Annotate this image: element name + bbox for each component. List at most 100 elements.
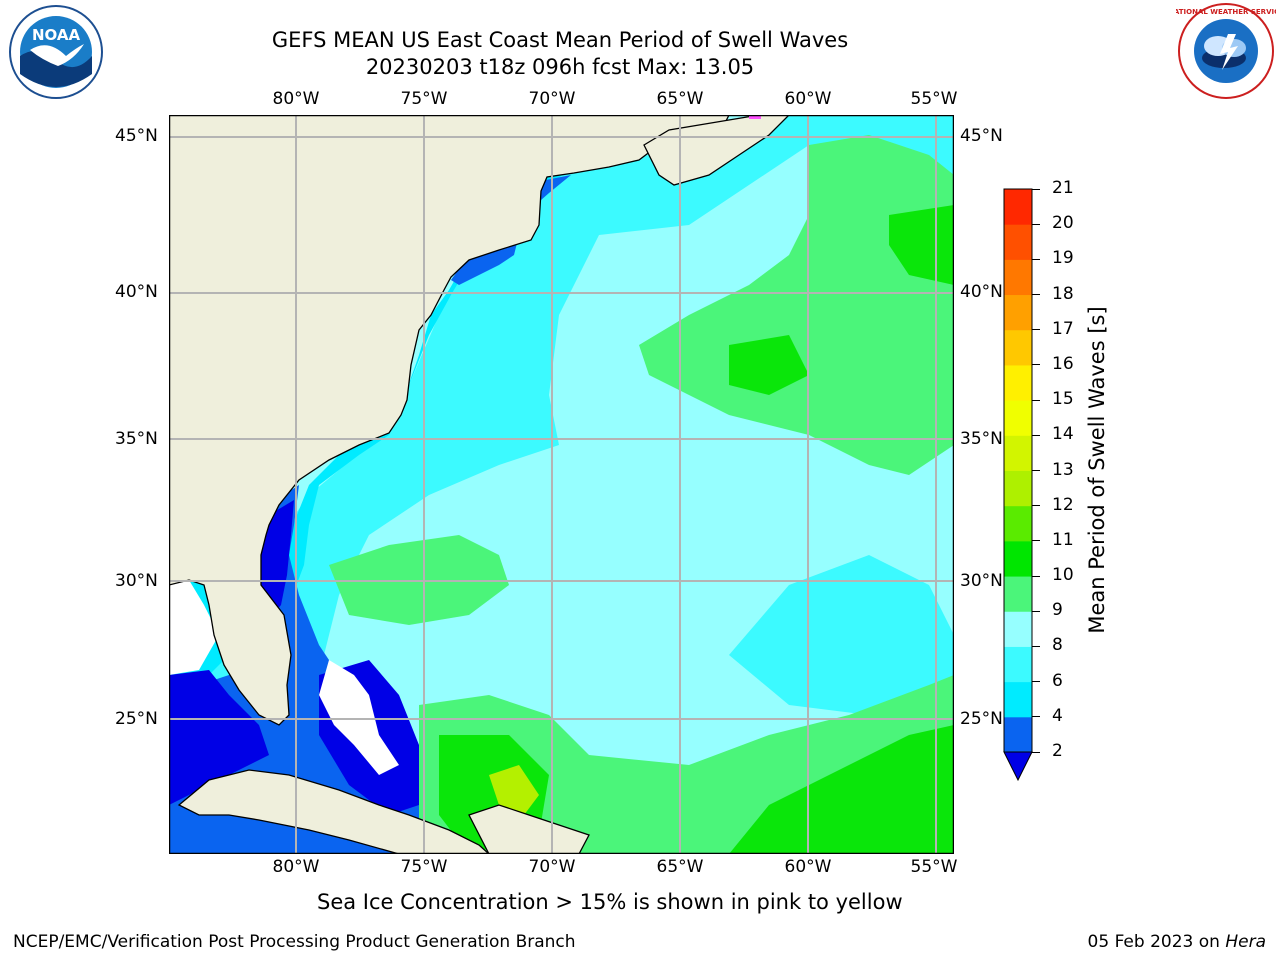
sea-ice-white-gulf xyxy=(169,580,219,675)
colorbar-tick-label: 15 xyxy=(1052,389,1074,410)
ocean-green-bright-mid xyxy=(729,335,809,395)
nws-logo: NATIONAL WEATHER SERVICE xyxy=(1168,2,1280,100)
footer-branch: NCEP/EMC/Verification Post Processing Pr… xyxy=(13,932,576,952)
sea-ice-marker xyxy=(749,115,761,119)
colorbar-tick-label: 8 xyxy=(1052,635,1063,656)
ocean-yellow-green-patch xyxy=(489,765,539,815)
lon-label-bottom-55w: 55°W xyxy=(910,857,958,877)
ocean-light-cyan-east xyxy=(729,555,954,715)
colorbar-tick-mark xyxy=(1032,434,1040,436)
lon-label-top-80w: 80°W xyxy=(272,89,320,109)
colorbar-tick-label: 13 xyxy=(1052,459,1074,480)
colorbar-swatch xyxy=(1004,329,1032,366)
colorbar-tick-label: 16 xyxy=(1052,353,1074,374)
map-frame xyxy=(168,114,955,855)
colorbar-swatch xyxy=(1004,576,1032,612)
colorbar-tick-label: 20 xyxy=(1052,213,1074,234)
ocean-green-bright-ne xyxy=(889,205,954,285)
colorbar-swatch xyxy=(1004,400,1032,436)
lat-label-right-25n: 25°N xyxy=(960,709,1003,729)
lon-label-bottom-75w: 75°W xyxy=(400,857,448,877)
ocean-deep-blue-gulf xyxy=(169,670,269,805)
colorbar-tick-mark xyxy=(1032,188,1040,190)
colorbar-title: Mean Period of Swell Waves [s] xyxy=(1085,306,1109,634)
colorbar-tick-label: 6 xyxy=(1052,670,1063,691)
colorbar xyxy=(1000,186,1040,786)
colorbar-tick-label: 19 xyxy=(1052,248,1074,269)
colorbar-swatch xyxy=(1004,435,1032,471)
lon-label-bottom-80w: 80°W xyxy=(272,857,320,877)
map-subtitle: 20230203 t18z 096h fcst Max: 13.05 xyxy=(365,55,755,79)
noaa-logo: NOAA xyxy=(8,4,104,100)
colorbar-tick-mark xyxy=(1032,223,1040,225)
colorbar-tick-mark xyxy=(1032,294,1040,296)
map-panel xyxy=(168,114,955,855)
ocean-green-bright-se xyxy=(729,725,954,854)
lat-label-right-30n: 30°N xyxy=(960,571,1003,591)
colorbar-tick-mark xyxy=(1032,751,1040,753)
colorbar-swatches xyxy=(1003,188,1033,782)
lat-label-right-35n: 35°N xyxy=(960,429,1003,449)
colorbar-tick-label: 9 xyxy=(1052,600,1063,621)
colorbar-tick-label: 17 xyxy=(1052,318,1074,339)
lon-label-bottom-70w: 70°W xyxy=(528,857,576,877)
colorbar-tick-mark xyxy=(1032,716,1040,718)
nws-logo-text: NATIONAL WEATHER SERVICE xyxy=(1176,8,1276,16)
colorbar-tick-label: 2 xyxy=(1052,741,1063,761)
colorbar-tick-mark xyxy=(1032,645,1040,647)
lon-label-top-60w: 60°W xyxy=(784,89,832,109)
lon-label-top-70w: 70°W xyxy=(528,89,576,109)
colorbar-tick-mark xyxy=(1032,575,1040,577)
sea-ice-caption: Sea Ice Concentration > 15% is shown in … xyxy=(317,890,903,914)
colorbar-tick-mark xyxy=(1032,505,1040,507)
colorbar-tick-mark xyxy=(1032,470,1040,471)
lat-label-left-25n: 25°N xyxy=(115,709,158,729)
colorbar-extend-triangle xyxy=(1003,751,1033,782)
lon-label-top-65w: 65°W xyxy=(656,89,704,109)
colorbar-swatch xyxy=(1004,646,1032,683)
lat-label-left-30n: 30°N xyxy=(115,571,158,591)
colorbar-tick-label: 21 xyxy=(1052,178,1074,198)
colorbar-tick-label: 14 xyxy=(1052,424,1074,445)
colorbar-tick-mark xyxy=(1032,258,1040,260)
colorbar-tick-mark xyxy=(1032,540,1040,542)
colorbar-swatch xyxy=(1004,259,1032,296)
colorbar-swatch xyxy=(1004,189,1032,225)
noaa-logo-text: NOAA xyxy=(32,26,81,44)
colorbar-swatch xyxy=(1004,681,1032,718)
footer-date-text: 05 Feb 2023 on xyxy=(1087,932,1226,952)
colorbar-swatch xyxy=(1004,294,1032,331)
colorbar-swatch xyxy=(1004,364,1032,401)
lon-label-top-55w: 55°W xyxy=(910,89,958,109)
map-title: GEFS MEAN US East Coast Mean Period of S… xyxy=(271,28,849,52)
lat-label-right-45n: 45°N xyxy=(960,126,1003,146)
colorbar-swatch xyxy=(1004,470,1032,507)
land-cuba xyxy=(177,769,490,854)
colorbar-tick-label: 11 xyxy=(1052,529,1074,550)
footer-host: Hera xyxy=(1225,932,1266,952)
colorbar-tick-mark xyxy=(1032,329,1040,331)
colorbar-swatch xyxy=(1004,505,1032,542)
ocean-green-northeast xyxy=(639,135,954,475)
colorbar-tick-label: 12 xyxy=(1052,494,1074,515)
sea-ice-white-bahamas xyxy=(319,660,399,775)
map-canvas xyxy=(168,114,955,855)
graticule xyxy=(169,115,954,854)
colorbar-tick-mark xyxy=(1032,399,1040,401)
lat-label-left-35n: 35°N xyxy=(115,429,158,449)
lon-label-bottom-60w: 60°W xyxy=(784,857,832,877)
land-hispaniola xyxy=(468,804,590,854)
lon-label-bottom-65w: 65°W xyxy=(656,857,704,877)
lat-label-left-45n: 45°N xyxy=(115,126,158,146)
colorbar-swatch xyxy=(1004,224,1032,260)
colorbar-swatch xyxy=(1004,540,1032,577)
colorbar-swatch xyxy=(1004,611,1032,647)
lat-label-right-40n: 40°N xyxy=(960,282,1003,302)
colorbar-tick-mark xyxy=(1032,610,1040,612)
colorbar-tick-label: 10 xyxy=(1052,565,1074,586)
colorbar-tick-label: 18 xyxy=(1052,283,1074,304)
lat-label-left-40n: 40°N xyxy=(115,282,158,302)
colorbar-tick-mark xyxy=(1032,364,1040,366)
colorbar-tick-mark xyxy=(1032,681,1040,683)
colorbar-swatch xyxy=(1004,716,1032,753)
